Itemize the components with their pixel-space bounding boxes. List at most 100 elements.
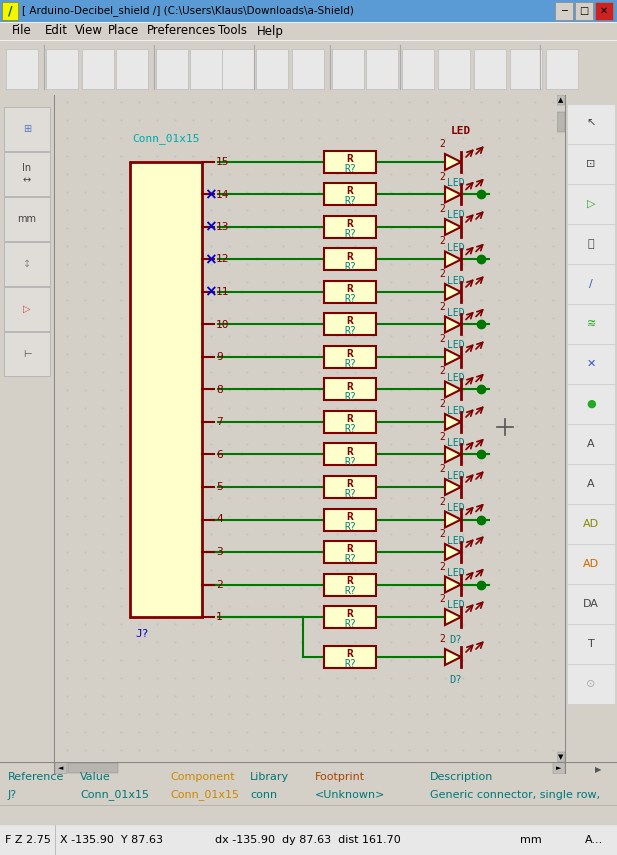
Polygon shape [445,219,461,235]
Bar [46,49,78,89]
Text: Reference: Reference [8,772,64,782]
Text: ▼: ▼ [558,754,564,760]
Text: 7: 7 [216,417,223,427]
Text: R?: R? [344,197,356,207]
Text: conn: conn [250,790,277,800]
Text: R?: R? [344,554,356,564]
Text: LED: LED [447,438,465,448]
Text: R: R [347,649,354,659]
Text: R?: R? [344,522,356,532]
Text: 9: 9 [216,352,223,362]
Text: R?: R? [344,327,356,337]
Polygon shape [445,609,461,625]
Text: LED: LED [447,600,465,610]
Text: R?: R? [344,392,356,402]
Text: R: R [347,511,354,522]
Text: R?: R? [344,262,356,272]
Bar [567,584,615,624]
Bar [324,184,376,205]
Text: Value: Value [80,772,110,782]
Text: R?: R? [344,659,356,669]
Text: R: R [347,576,354,587]
Polygon shape [445,381,461,398]
Bar [324,606,376,628]
Text: ✕: ✕ [600,6,608,16]
Text: /: / [7,4,12,17]
Bar [567,104,615,144]
Text: ▶: ▶ [595,765,601,775]
Text: 2: 2 [439,302,445,311]
Text: Conn_01x15: Conn_01x15 [170,789,239,800]
Polygon shape [445,316,461,333]
Text: Place: Place [108,25,139,38]
Bar [332,49,364,89]
Text: ⊡: ⊡ [586,159,595,169]
Text: R: R [347,186,354,197]
Text: ─: ─ [561,6,567,16]
Text: dx -135.90  dy 87.63  dist 161.70: dx -135.90 dy 87.63 dist 161.70 [215,835,401,845]
Polygon shape [445,284,461,300]
Text: F Z 2.75: F Z 2.75 [5,835,51,845]
Text: 8: 8 [216,385,223,394]
Text: ▲: ▲ [558,97,564,103]
Bar [4,152,50,196]
Text: R?: R? [344,229,356,239]
Text: <Unknown>: <Unknown> [315,790,386,800]
Text: 13: 13 [216,222,230,232]
Polygon shape [445,414,461,430]
Text: R: R [347,219,354,229]
Text: □: □ [579,6,589,16]
Text: Edit: Edit [45,25,68,38]
Text: R: R [347,381,354,392]
Bar [324,281,376,303]
Text: 2: 2 [439,497,445,506]
Polygon shape [445,649,461,665]
Bar [116,49,148,89]
Bar [575,2,593,20]
Bar [4,107,50,151]
Text: ⏚: ⏚ [587,239,594,249]
Bar [0,825,617,855]
Text: LED: LED [447,568,465,578]
Bar [256,49,288,89]
Text: LED: LED [447,503,465,513]
Text: AD: AD [583,519,599,529]
Text: 2: 2 [439,172,445,181]
Text: X -135.90  Y 87.63: X -135.90 Y 87.63 [60,835,163,845]
Text: 2: 2 [439,367,445,376]
Polygon shape [445,544,461,560]
Text: LED: LED [447,210,465,221]
Text: 2: 2 [439,204,445,214]
Text: R: R [347,414,354,424]
Bar [567,264,615,304]
Text: T: T [587,639,594,649]
Text: 2: 2 [439,432,445,441]
Text: 2: 2 [439,269,445,279]
Bar [324,574,376,595]
Bar [595,2,613,20]
Bar [510,49,542,89]
Text: R?: R? [344,424,356,434]
Text: 2: 2 [439,562,445,571]
Polygon shape [445,154,461,170]
Text: D?: D? [450,675,462,685]
Text: Conn_01x15: Conn_01x15 [80,789,149,800]
Bar [6,49,38,89]
Text: 2: 2 [216,580,223,589]
Text: ×: × [204,187,217,202]
Text: ◄: ◄ [59,765,64,771]
Bar [324,216,376,238]
Text: ✕: ✕ [586,359,595,369]
Polygon shape [445,251,461,268]
Bar [4,197,50,241]
Text: Conn_01x15: Conn_01x15 [132,133,199,144]
Text: ×: × [204,252,217,267]
Text: DA: DA [583,599,599,609]
Text: [ Arduino-Decibel_shield /] (C:\Users\Klaus\Downloads\a-Shield): [ Arduino-Decibel_shield /] (C:\Users\Kl… [22,5,354,16]
Text: ▷: ▷ [587,199,595,209]
Polygon shape [445,446,461,463]
Text: Preferences: Preferences [147,25,217,38]
Text: LED: LED [451,126,471,136]
Text: R: R [347,349,354,359]
Text: 1: 1 [216,612,223,622]
